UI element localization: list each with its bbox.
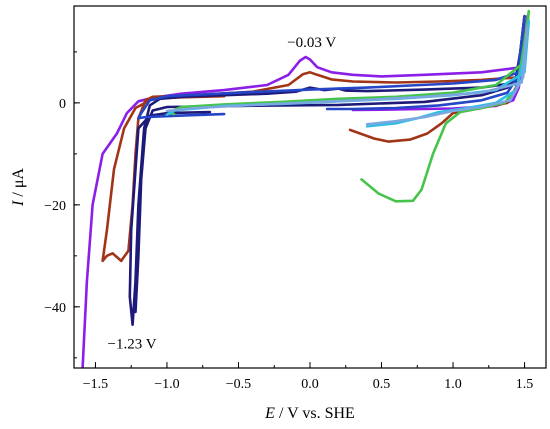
y-tick-label: −20: [44, 199, 66, 214]
curves: [81, 9, 531, 368]
y-tick-label: 0: [59, 97, 66, 112]
peak-label-anodic: −0.03 V: [287, 35, 336, 51]
series-2-curve: [101, 14, 526, 263]
y-axis: 0 −20 −40: [44, 51, 80, 359]
series-5-curve: [168, 9, 531, 203]
peak-annotations: −0.03 V −1.23 V: [108, 35, 337, 353]
x-tick-label: 1.0: [444, 377, 462, 392]
x-axis: −1.5 −1.0 −0.5 0.0 0.5 1.0 1.5: [83, 362, 534, 392]
x-tick-label: 0.5: [373, 377, 391, 392]
series-7-curve: [165, 25, 529, 126]
x-tick-label: −0.5: [226, 377, 251, 392]
series-1-curve: [81, 14, 529, 368]
y-tick-label: −40: [44, 301, 66, 316]
series-4-curve: [137, 14, 526, 120]
peak-label-cathodic: −1.23 V: [108, 337, 157, 353]
x-tick-label: 0.0: [301, 377, 319, 392]
series-3-curve: [128, 14, 526, 326]
x-tick-label: −1.5: [83, 377, 108, 392]
y-axis-title: I / μA: [10, 168, 27, 207]
x-axis-title: E / V vs. SHE: [264, 405, 355, 422]
x-tick-label: −1.0: [154, 377, 179, 392]
x-tick-label: 1.5: [516, 377, 534, 392]
